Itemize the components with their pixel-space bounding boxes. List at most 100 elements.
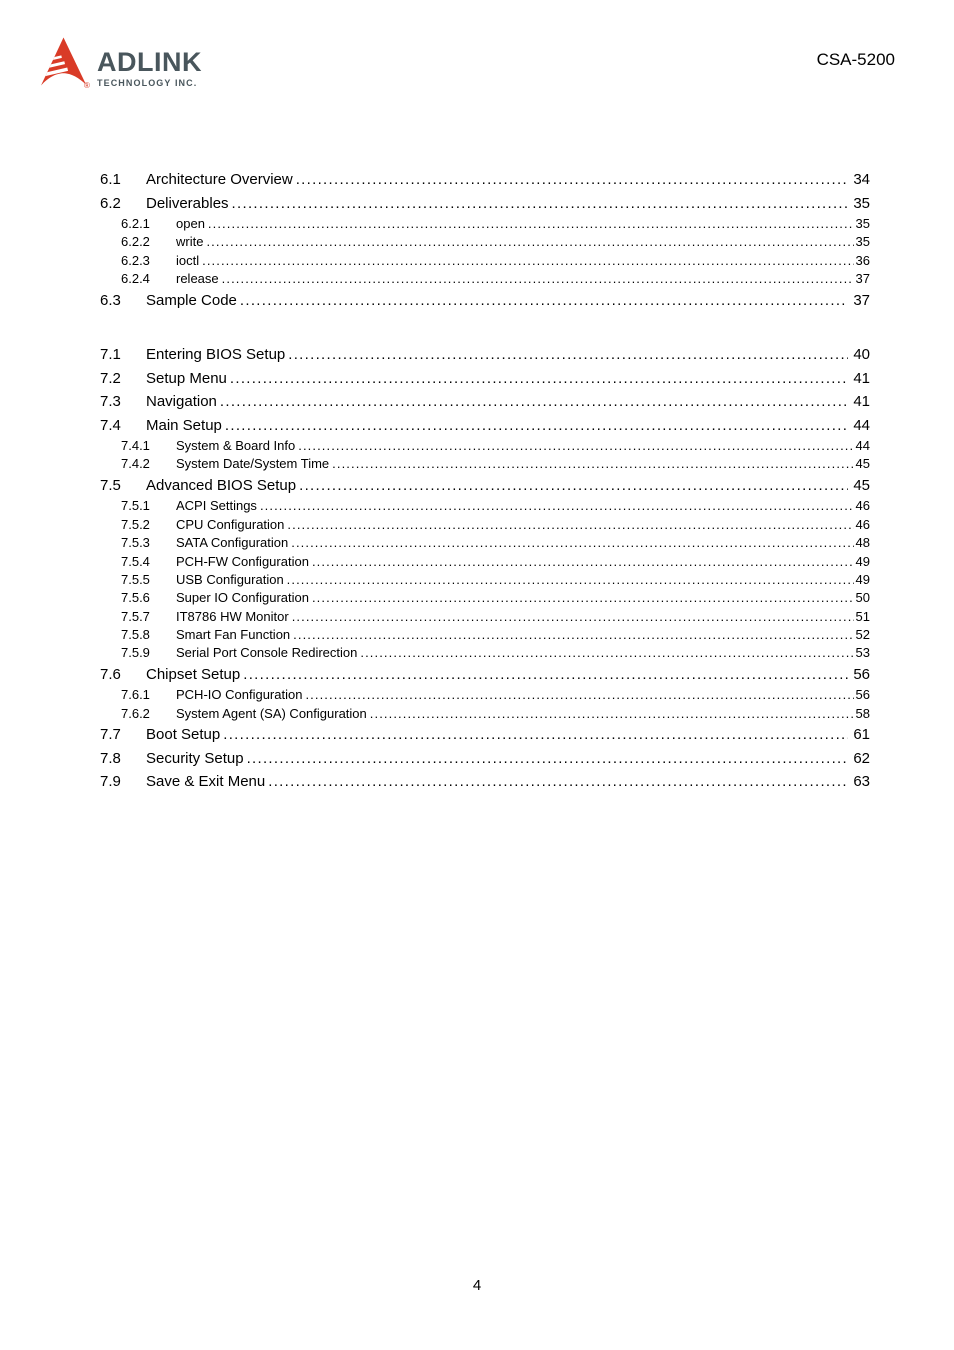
toc-entry-page: 53 xyxy=(855,645,870,661)
toc-entry[interactable]: 7.4.1 System & Board Info 44 xyxy=(100,437,870,455)
toc-entry-number: 7.5 xyxy=(100,476,121,494)
toc-entry[interactable]: 7.9 Save & Exit Menu 63 xyxy=(100,770,870,794)
toc-entry[interactable]: 7.6.1 PCH-IO Configuration 56 xyxy=(100,686,870,704)
toc-entry-leader xyxy=(223,723,848,747)
toc-entry[interactable]: 7.5.9 Serial Port Console Redirection 53 xyxy=(100,644,870,662)
toc-entry-leader xyxy=(206,233,853,251)
toc-entry[interactable]: 6.2.1 open 35 xyxy=(100,215,870,233)
toc-entry-page: 58 xyxy=(855,705,870,721)
toc-entry-number: 7.5.1 xyxy=(121,498,150,514)
toc-entry-page: 44 xyxy=(855,438,870,454)
toc-entry[interactable]: 7.5.8 Smart Fan Function 52 xyxy=(100,626,870,644)
toc-entry-leader xyxy=(268,770,848,794)
toc-entry[interactable]: 7.5.1 ACPI Settings 46 xyxy=(100,497,870,515)
toc-entry-page: 51 xyxy=(855,608,870,624)
toc-entry-leader xyxy=(312,553,854,571)
toc-entry-title: System Agent (SA) Configuration xyxy=(176,705,367,721)
toc-entry-title: Super IO Configuration xyxy=(176,590,309,606)
toc-entry[interactable]: 7.3 Navigation 41 xyxy=(100,390,870,414)
toc-entry-title: CPU Configuration xyxy=(176,516,285,532)
toc-entry-title: PCH-IO Configuration xyxy=(176,687,303,703)
toc-entry[interactable]: 7.6 Chipset Setup 56 xyxy=(100,663,870,687)
toc-entry-title: USB Configuration xyxy=(176,571,284,587)
toc-entry[interactable]: 7.8 Security Setup 62 xyxy=(100,747,870,771)
toc-entry-page: 56 xyxy=(853,665,870,683)
toc-entry-number: 7.7 xyxy=(100,726,121,744)
toc-entry-leader xyxy=(208,215,854,233)
toc-entry[interactable]: 7.1 Entering BIOS Setup 40 xyxy=(100,343,870,367)
toc-entry[interactable]: 6.2.3 ioctl 36 xyxy=(100,252,870,270)
toc-entry[interactable]: 6.1 Architecture Overview 34 xyxy=(100,168,870,192)
toc-entry-leader xyxy=(298,437,853,455)
toc-entry-page: 37 xyxy=(855,271,870,287)
toc-entry[interactable]: 7.5.2 CPU Configuration 46 xyxy=(100,516,870,534)
toc-entry-leader xyxy=(305,686,853,704)
toc-entry[interactable]: 7.7 Boot Setup 61 xyxy=(100,723,870,747)
toc-group: 7.1 Entering BIOS Setup 40 7.2 Setup Men… xyxy=(100,343,870,794)
toc-entry[interactable]: 7.2 Setup Menu 41 xyxy=(100,367,870,391)
footer: 4 xyxy=(0,1277,954,1294)
doc-title: CSA-5200 xyxy=(816,50,895,69)
toc-entry[interactable]: 7.5 Advanced BIOS Setup 45 xyxy=(100,474,870,498)
toc-entry-title: Advanced BIOS Setup xyxy=(146,476,297,494)
toc-entry-number: 6.2.1 xyxy=(121,216,150,231)
toc-entry-number: 7.5.9 xyxy=(121,645,150,661)
toc-entry[interactable]: 6.2.2 write 35 xyxy=(100,233,870,251)
toc-entry-page: 35 xyxy=(855,234,870,250)
toc-entry[interactable]: 7.4 Main Setup 44 xyxy=(100,414,870,438)
toc-entry-title: IT8786 HW Monitor xyxy=(176,608,289,624)
toc-entry-title: ACPI Settings xyxy=(176,498,257,514)
toc-entry-title: open xyxy=(176,216,205,231)
toc-entry-page: 34 xyxy=(853,171,870,188)
toc-entry-title: Security Setup xyxy=(146,749,244,767)
toc-entry-title: PCH-FW Configuration xyxy=(176,553,309,569)
toc-entry-leader xyxy=(240,289,848,313)
toc-entry-title: Serial Port Console Redirection xyxy=(176,645,358,661)
toc-entry-number: 6.1 xyxy=(100,171,121,188)
toc-entry-number: 7.6.1 xyxy=(121,687,150,703)
registered-trademark-icon: ® xyxy=(84,81,90,90)
toc-entry[interactable]: 7.4.2 System Date/System Time 45 xyxy=(100,455,870,473)
toc-entry-page: 49 xyxy=(855,553,870,569)
toc-entry-page: 41 xyxy=(853,369,870,387)
toc-entry-leader xyxy=(299,474,848,498)
toc-entry-number: 6.2.4 xyxy=(121,271,150,287)
toc-entry-page: 63 xyxy=(853,773,870,791)
toc-entry-title: Navigation xyxy=(146,393,217,411)
toc-entry-page: 61 xyxy=(853,726,870,744)
toc-entry-title: Main Setup xyxy=(146,416,222,434)
toc-entry-number: 7.5.2 xyxy=(121,516,150,532)
toc-entry-leader xyxy=(292,608,854,626)
toc-entry[interactable]: 6.2 Deliverables 35 xyxy=(100,192,870,216)
toc-entry-title: System & Board Info xyxy=(176,438,296,454)
toc-entry-leader xyxy=(291,534,853,552)
toc-entry-number: 7.5.3 xyxy=(121,535,150,551)
toc-entry-number: 6.3 xyxy=(100,291,121,309)
toc-entry[interactable]: 7.5.6 Super IO Configuration 50 xyxy=(100,589,870,607)
toc-entry[interactable]: 7.5.7 IT8786 HW Monitor 51 xyxy=(100,608,870,626)
toc-entry-page: 36 xyxy=(855,252,870,268)
toc-entry[interactable]: 7.5.4 PCH-FW Configuration 49 xyxy=(100,553,870,571)
toc-entry-number: 6.2 xyxy=(100,194,121,212)
toc-entry-page: 56 xyxy=(855,687,870,703)
toc-entry[interactable]: 7.6.2 System Agent (SA) Configuration 58 xyxy=(100,705,870,723)
toc-entry-leader xyxy=(293,626,853,644)
toc-entry-number: 7.5.6 xyxy=(121,590,150,606)
toc-entry-leader xyxy=(312,589,854,607)
toc-entry[interactable]: 7.5.5 USB Configuration 49 xyxy=(100,571,870,589)
toc-entry-title: write xyxy=(176,234,204,250)
toc-entry-leader xyxy=(260,497,854,515)
toc-entry[interactable]: 6.2.4 release 37 xyxy=(100,270,870,288)
toc-entry-title: release xyxy=(176,271,219,287)
toc-entry-page: 49 xyxy=(855,571,870,587)
toc-entry-title: Chipset Setup xyxy=(146,665,241,683)
toc-entry[interactable]: 7.5.3 SATA Configuration 48 xyxy=(100,534,870,552)
toc-entry[interactable]: 6.3 Sample Code 37 xyxy=(100,289,870,313)
toc-entry-leader xyxy=(243,663,848,687)
toc-entry-leader xyxy=(232,192,849,216)
toc-entry-number: 7.6 xyxy=(100,665,121,683)
toc-entry-page: 52 xyxy=(855,627,870,643)
toc-entry-title: Setup Menu xyxy=(146,369,227,387)
toc-entry-leader xyxy=(288,343,848,367)
